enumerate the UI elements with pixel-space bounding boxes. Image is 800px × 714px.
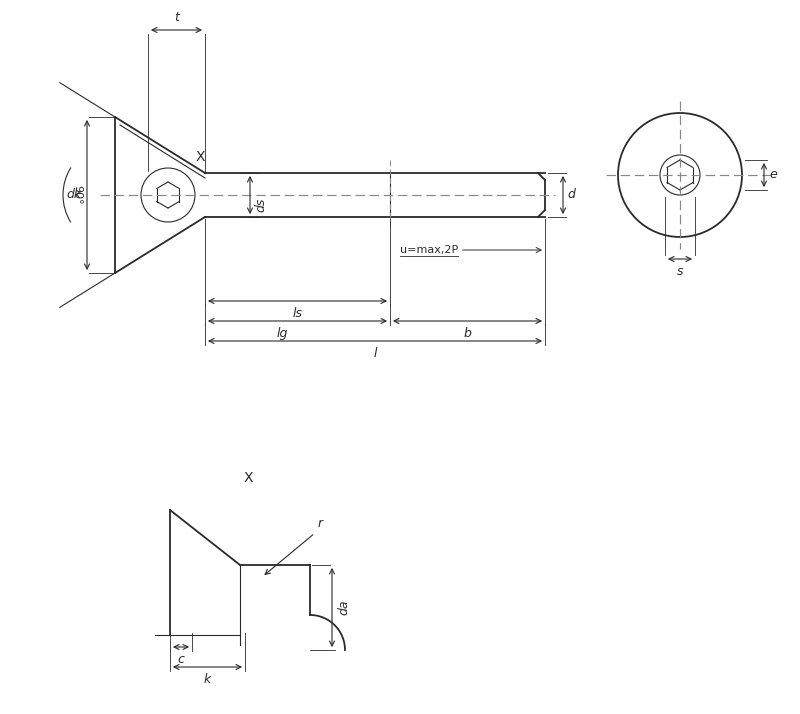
Text: 90°: 90°	[72, 185, 82, 205]
Text: dk: dk	[67, 188, 82, 201]
Text: s: s	[677, 265, 683, 278]
Text: l: l	[374, 347, 377, 360]
Text: lg: lg	[277, 327, 288, 340]
Text: e: e	[769, 169, 777, 181]
Text: d: d	[567, 188, 575, 201]
Text: u=max,2P: u=max,2P	[400, 245, 458, 255]
Text: k: k	[204, 673, 211, 686]
Text: da: da	[337, 600, 350, 615]
Text: t: t	[174, 11, 179, 24]
Text: b: b	[463, 327, 471, 340]
Text: c: c	[178, 653, 185, 666]
Text: X: X	[196, 150, 206, 164]
Text: X: X	[243, 471, 253, 485]
Text: ds: ds	[254, 198, 267, 212]
Text: r: r	[318, 517, 323, 530]
Text: ls: ls	[293, 307, 302, 320]
